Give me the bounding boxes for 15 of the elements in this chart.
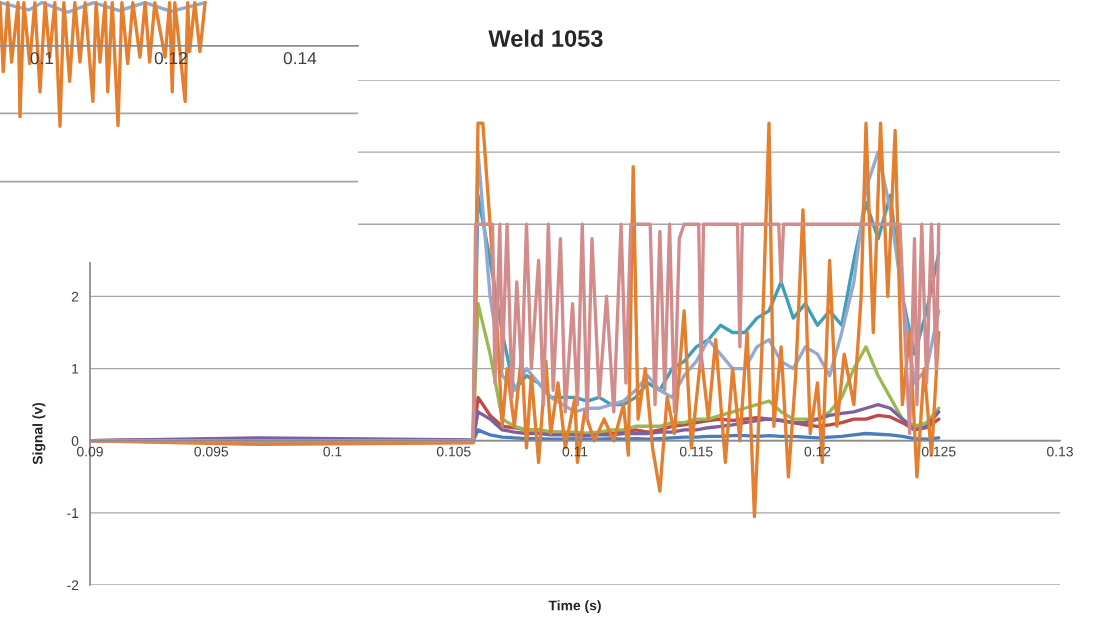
x-tick-label: 0.14: [283, 51, 317, 65]
y-tick-label: -1: [67, 508, 79, 518]
x-tick-label: 0.105: [436, 446, 471, 457]
y-axis-title: Signal (v): [32, 402, 46, 465]
y-tick-label: 2: [71, 291, 79, 302]
y-tick-label: -2: [67, 580, 79, 591]
y-tick-label: 1: [72, 364, 79, 374]
chart-title: Weld 1053: [488, 29, 603, 47]
x-tick-label: 0.13: [1047, 446, 1073, 457]
x-tick-label: 0.095: [194, 446, 229, 457]
x-tick-label: 0.115: [679, 446, 713, 457]
x-tick-label: 0.1: [323, 446, 342, 457]
x-tick-label: 0.09: [77, 446, 103, 457]
y-tick-label: 0: [71, 436, 79, 446]
x-axis-title: Time (s): [548, 600, 601, 614]
